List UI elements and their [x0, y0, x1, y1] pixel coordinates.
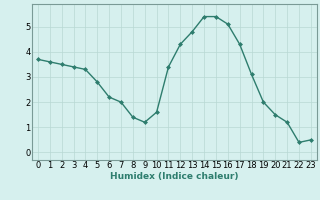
X-axis label: Humidex (Indice chaleur): Humidex (Indice chaleur): [110, 172, 239, 181]
